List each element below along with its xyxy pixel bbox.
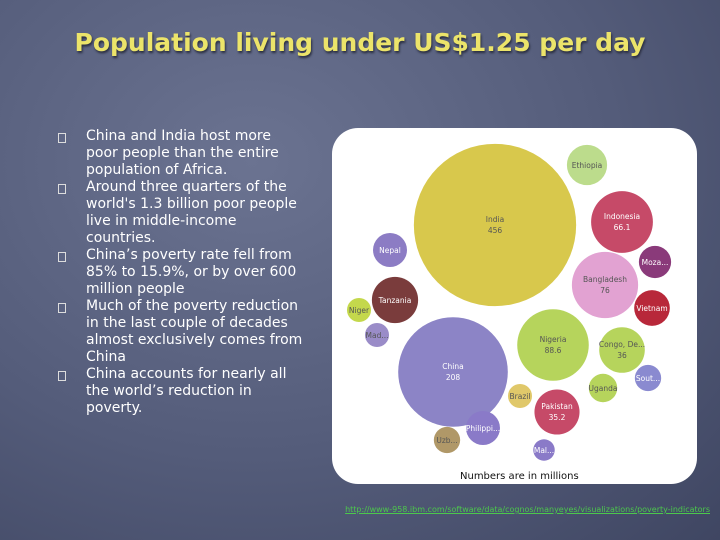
bubble: [634, 290, 670, 326]
source-link[interactable]: http://www-958.ibm.com/software/data/cog…: [345, 505, 710, 514]
bullet-list: China and India host more poor people th…: [58, 128, 303, 417]
bubble-value: 35.2: [549, 413, 566, 422]
bubble: [364, 322, 390, 348]
bubble: [413, 143, 577, 307]
bubble-value: 88.6: [545, 346, 562, 355]
bubble: [371, 276, 419, 324]
bubble: [533, 439, 555, 461]
bullet-text: China and India host more poor people th…: [86, 128, 279, 178]
bubble-label: Tanzania: [378, 296, 412, 305]
bubble: [507, 383, 533, 409]
bubble-value: 208: [446, 373, 461, 382]
bubble-label: China: [442, 362, 463, 371]
bubble: [517, 309, 589, 381]
bubble-label: Niger: [349, 306, 370, 315]
bubble: [433, 426, 461, 454]
bullet-text: Around three quarters of the world's 1.3…: [86, 179, 297, 246]
bubble: [638, 245, 672, 279]
bubble-value: 66.1: [614, 223, 631, 232]
bubble: [373, 233, 407, 267]
bullet: Around three quarters of the world's 1.3…: [58, 179, 303, 247]
bullet: China’s poverty rate fell from 85% to 15…: [58, 247, 303, 298]
bubble-label: India: [486, 215, 504, 224]
bubble: [634, 364, 662, 392]
bubble-value: 76: [600, 286, 610, 295]
bubble-label: Sout...: [636, 374, 660, 383]
bubble-label: Indonesia: [604, 212, 640, 221]
bubble-label: Nigeria: [540, 335, 567, 344]
bubble-label: Philippi...: [466, 424, 500, 433]
bubble: [534, 389, 580, 435]
bubble-label: Nepal: [379, 246, 401, 255]
bubble-label: Bangladesh: [583, 275, 627, 284]
bullet-text: China accounts for nearly all the world’…: [86, 366, 287, 416]
bubble: [588, 373, 618, 403]
bubble: [346, 297, 372, 323]
bullet-text: Much of the poverty reduction in the las…: [86, 298, 303, 365]
bubble-label: Uzb...: [436, 436, 457, 445]
bubble: [466, 411, 500, 445]
bubble-label: Vietnam: [636, 304, 667, 313]
bullet: Much of the poverty reduction in the las…: [58, 298, 303, 366]
bubble-label: Ethiopia: [572, 161, 603, 170]
bubble: [571, 251, 639, 319]
bubble-label: Mal...: [534, 446, 554, 455]
bubble: [591, 191, 653, 253]
caption: Numbers are in millions: [460, 471, 579, 482]
bubble: [599, 327, 645, 373]
bubble: [398, 317, 508, 427]
bubble-label: Mad...: [366, 331, 389, 340]
bubble-label: Moza...: [642, 258, 669, 267]
bubble-label: Brazil: [510, 392, 531, 401]
bubble-value: 456: [488, 226, 503, 235]
bubble-label: Pakistan: [541, 402, 573, 411]
bullet: China and India host more poor people th…: [58, 128, 303, 179]
bubble-label: Uganda: [589, 384, 618, 393]
bullet-text: China’s poverty rate fell from 85% to 15…: [86, 247, 297, 297]
bubble: [566, 144, 608, 186]
bubble-label: Congo, De...: [599, 340, 645, 349]
bullet: China accounts for nearly all the world’…: [58, 366, 303, 417]
bubble-value: 36: [617, 351, 627, 360]
title: Population living under US$1.25 per day: [74, 28, 646, 57]
